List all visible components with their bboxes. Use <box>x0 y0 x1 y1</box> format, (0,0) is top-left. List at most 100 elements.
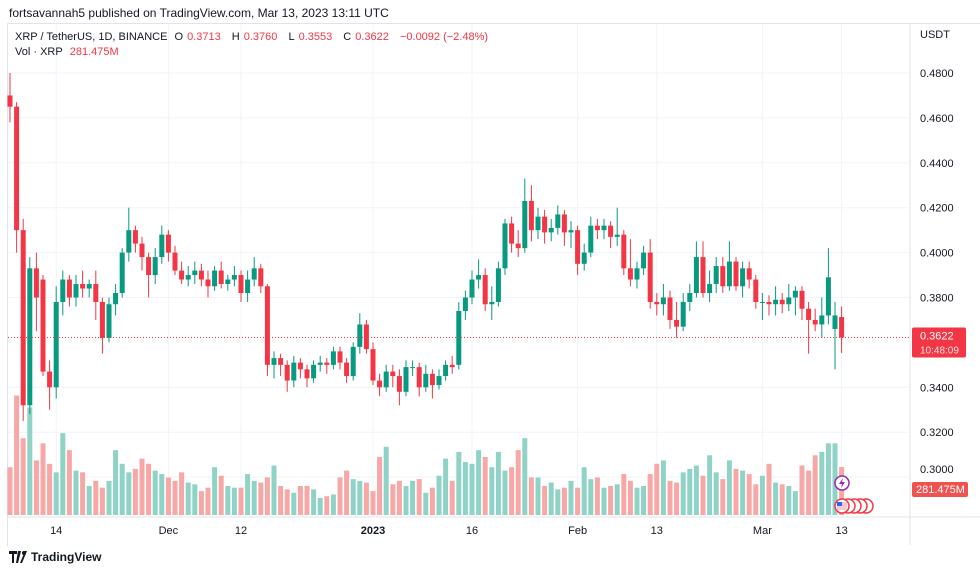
candle-body <box>152 257 158 276</box>
volume-badge-text: 281.475M <box>916 484 965 496</box>
candle-body <box>667 297 673 320</box>
volume-bar <box>766 463 772 515</box>
candle-body <box>476 275 482 280</box>
volume-bar <box>654 463 660 515</box>
volume-bar <box>291 492 297 515</box>
candle-body <box>542 216 548 233</box>
volume-bar <box>278 485 284 515</box>
candle-body <box>278 358 284 365</box>
volume-bar <box>113 450 119 515</box>
high-number: 0.3760 <box>243 31 278 43</box>
volume-bar <box>146 463 152 515</box>
candle-body <box>113 293 119 305</box>
candle-body <box>548 227 554 233</box>
volume-bar <box>641 485 647 515</box>
volume-bar <box>330 494 336 515</box>
volume-bar <box>172 480 178 515</box>
high-label: H <box>231 31 240 43</box>
volume-bar <box>436 475 442 515</box>
x-tick-label: 14 <box>50 525 62 537</box>
high-value: H 0.3760 <box>232 31 282 43</box>
volume-bar <box>370 491 376 515</box>
candle-body <box>700 257 706 294</box>
volume-bar <box>825 443 831 515</box>
candle-body <box>238 275 244 294</box>
candle-body <box>7 95 13 107</box>
low-number: 0.3553 <box>298 31 333 43</box>
low-label: L <box>288 31 295 43</box>
candle-body <box>383 371 389 388</box>
candle-body <box>535 216 541 231</box>
candle-body <box>159 234 165 258</box>
volume-bar <box>634 487 640 515</box>
volume-bar <box>792 491 798 515</box>
volume-bar <box>363 482 369 515</box>
volume-bar <box>495 451 501 515</box>
volume-bar <box>568 480 574 515</box>
candle-body <box>819 315 825 325</box>
volume-bar <box>779 484 785 515</box>
candle-body <box>93 284 99 302</box>
volume-bar <box>14 395 20 515</box>
volume-bar <box>73 470 79 515</box>
close-value: C 0.3622 <box>343 31 393 43</box>
candle-body <box>720 266 726 287</box>
volume-bar <box>667 480 673 515</box>
volume-bar <box>47 463 53 515</box>
volume-bar <box>528 477 534 515</box>
candle-body <box>647 252 653 302</box>
candle-body <box>106 304 112 338</box>
candle-body <box>634 268 640 280</box>
volume-bar <box>403 485 409 515</box>
candle-body <box>766 301 772 305</box>
candle-body <box>482 275 488 305</box>
footer: TradingView <box>9 550 101 564</box>
volume-bar <box>713 472 719 515</box>
symbol-label[interactable]: XRP / TetherUS, 1D, BINANCE <box>15 31 168 43</box>
volume-bar <box>429 487 435 515</box>
tradingview-logo-icon <box>9 551 27 563</box>
candle-body <box>832 315 838 329</box>
volume-bar <box>575 487 581 515</box>
candle-body <box>786 297 792 305</box>
candle-body <box>344 362 350 377</box>
countdown-text: 10:48:09 <box>920 345 959 356</box>
volume-bar <box>185 482 191 515</box>
candle-body <box>396 376 402 392</box>
volume-bar <box>66 450 72 515</box>
volume-bar <box>647 474 653 515</box>
candle-body <box>390 371 396 377</box>
candle-body <box>297 362 303 370</box>
x-tick-label: 12 <box>235 525 247 537</box>
candle-body <box>753 279 759 302</box>
candle-body <box>40 279 46 372</box>
candle-body <box>212 270 218 287</box>
volume-bar <box>812 455 818 515</box>
open-number: 0.3713 <box>187 31 221 43</box>
candle-body <box>423 373 429 388</box>
volume-bar <box>271 465 277 515</box>
candle-body <box>146 257 152 276</box>
open-value: O 0.3713 <box>175 31 225 43</box>
volume-bar <box>251 480 257 515</box>
volume-bar <box>806 470 812 515</box>
volume-bar <box>60 433 66 515</box>
volume-bar <box>225 485 231 515</box>
candle-body <box>561 214 567 233</box>
volume-bar <box>205 487 211 515</box>
y-tick-label: 0.3800 <box>920 293 954 305</box>
volume-bar <box>198 491 204 515</box>
volume-bar <box>581 467 587 515</box>
candle-body <box>713 266 719 285</box>
volume-bar <box>482 456 488 515</box>
close-label: C <box>343 31 352 43</box>
candle-body <box>80 284 86 289</box>
volume-badge <box>912 482 968 497</box>
publication-info: fortsavannah5 published on TradingView.c… <box>9 6 389 20</box>
candle-body <box>674 319 680 327</box>
tradingview-brand[interactable]: TradingView <box>31 550 102 564</box>
volume-bar <box>159 474 165 515</box>
volume-bar <box>33 460 39 515</box>
volume-bar <box>660 460 666 515</box>
